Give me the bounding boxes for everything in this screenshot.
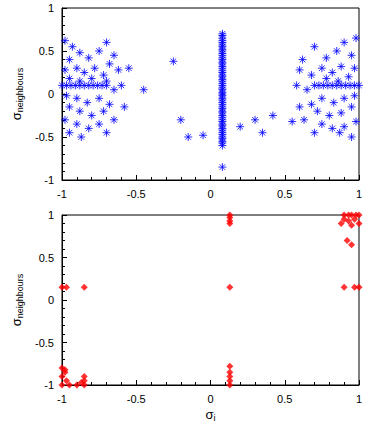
- svg-text:1: 1: [356, 393, 362, 405]
- svg-text:i: i: [214, 413, 216, 423]
- svg-text:-1: -1: [57, 188, 67, 200]
- svg-text:-1: -1: [44, 174, 54, 186]
- svg-text:σ: σ: [205, 407, 213, 422]
- svg-text:0.5: 0.5: [277, 188, 292, 200]
- svg-text:-1: -1: [44, 379, 54, 391]
- svg-text:-1: -1: [57, 393, 67, 405]
- svg-text:0.5: 0.5: [39, 252, 54, 264]
- svg-text:1: 1: [48, 209, 54, 221]
- svg-text:0.5: 0.5: [277, 393, 292, 405]
- svg-text:1: 1: [48, 2, 54, 14]
- svg-text:0.5: 0.5: [39, 45, 54, 57]
- svg-text:σ: σ: [9, 318, 24, 326]
- svg-text:-0.5: -0.5: [35, 131, 54, 143]
- svg-text:neighbours: neighbours: [15, 67, 25, 112]
- svg-text:σ: σ: [9, 112, 24, 120]
- svg-text:-0.5: -0.5: [35, 337, 54, 349]
- svg-text:0: 0: [207, 188, 213, 200]
- svg-text:-0.5: -0.5: [127, 188, 146, 200]
- svg-text:0: 0: [48, 88, 54, 100]
- svg-text:0: 0: [48, 294, 54, 306]
- svg-text:neighbours: neighbours: [15, 273, 25, 318]
- svg-text:-0.5: -0.5: [127, 393, 146, 405]
- svg-text:0: 0: [207, 393, 213, 405]
- svg-text:1: 1: [356, 188, 362, 200]
